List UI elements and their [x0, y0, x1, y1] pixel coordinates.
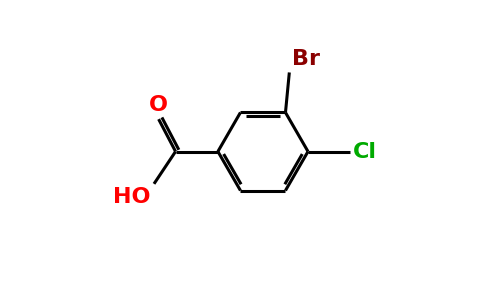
Text: Cl: Cl — [353, 142, 377, 161]
Text: Br: Br — [292, 50, 319, 69]
Text: O: O — [149, 94, 168, 115]
Text: HO: HO — [113, 187, 151, 207]
